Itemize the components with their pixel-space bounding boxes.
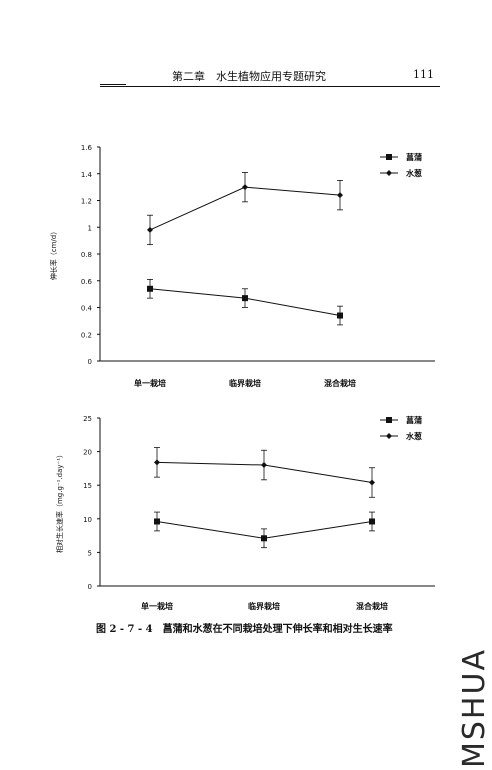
x-tick-label: 单一栽培	[134, 378, 166, 388]
legend-label: 菖蒲	[406, 152, 422, 162]
point-square	[147, 285, 153, 292]
watermark-text: MSHUA	[457, 648, 492, 768]
y-tick-label: 0	[88, 583, 92, 591]
point-square	[242, 295, 248, 302]
x-tick-label: 混合栽培	[324, 378, 356, 388]
point-square	[154, 518, 160, 525]
page-number: 111	[413, 68, 434, 81]
legend-square	[386, 154, 392, 160]
point-diamond	[369, 479, 375, 486]
y-tick-label: 10	[83, 516, 92, 524]
y-tick-label: 1	[88, 224, 92, 232]
point-diamond	[261, 462, 267, 469]
x-tick-label: 临界栽培	[248, 601, 280, 611]
point-square	[261, 535, 267, 542]
chapter-title: 第二章 水生植物应用专题研究	[172, 70, 326, 83]
figure-caption: 图 2 - 7 - 4 菖蒲和水葱在不同栽培处理下伸长率和相对生长速率	[96, 624, 393, 635]
y-tick-label: 0.4	[81, 305, 93, 313]
y-tick-label: 0.8	[81, 251, 92, 259]
header-rule	[100, 86, 440, 87]
chart-1: 0 0.2 0.4 0.6 0.8 1 1.2 1.4 1.6 单一栽培 临界栽培 混合栽培 伸长率（c…	[49, 144, 435, 388]
watermark: MSHUA	[457, 648, 492, 768]
point-diamond	[147, 226, 153, 233]
legend-label: 水葱	[405, 431, 422, 441]
y-tick-label: 0.2	[81, 331, 92, 339]
y-tick-label: 0	[88, 358, 92, 366]
point-diamond	[337, 192, 343, 199]
legend-label: 水葱	[405, 168, 422, 178]
legend-diamond	[386, 170, 392, 176]
y-axis-label: 相对生长速率（mg.g⁻¹.day⁻¹）	[55, 451, 64, 553]
point-square	[337, 312, 343, 319]
legend-label: 菖蒲	[406, 415, 422, 425]
y-axis-label: 伸长率（cm/d）	[49, 228, 58, 280]
x-tick-label: 临界栽培	[229, 378, 261, 388]
y-tick-label: 0.6	[81, 278, 93, 286]
point-diamond	[154, 459, 160, 466]
legend-square	[386, 417, 392, 423]
legend-diamond	[386, 433, 392, 439]
y-tick-label: 1.4	[81, 171, 93, 179]
point-diamond	[242, 184, 248, 191]
chart-2: 0 5 10 15 20 25 单一栽培 临界栽培 混合栽培 相对生长速率（mg.g⁻¹.day⁻…	[55, 415, 435, 611]
y-tick-label: 20	[83, 449, 92, 457]
point-square	[369, 518, 375, 525]
header-rule-short	[100, 84, 126, 85]
y-tick-label: 1.6	[81, 144, 93, 152]
y-tick-label: 1.2	[81, 198, 92, 206]
x-tick-label: 混合栽培	[356, 601, 388, 611]
y-tick-label: 5	[88, 549, 92, 557]
x-tick-label: 单一栽培	[141, 601, 173, 611]
y-tick-label: 25	[83, 415, 92, 423]
page-header: 第二章 水生植物应用专题研究 111	[100, 66, 440, 87]
y-tick-label: 15	[83, 482, 92, 490]
